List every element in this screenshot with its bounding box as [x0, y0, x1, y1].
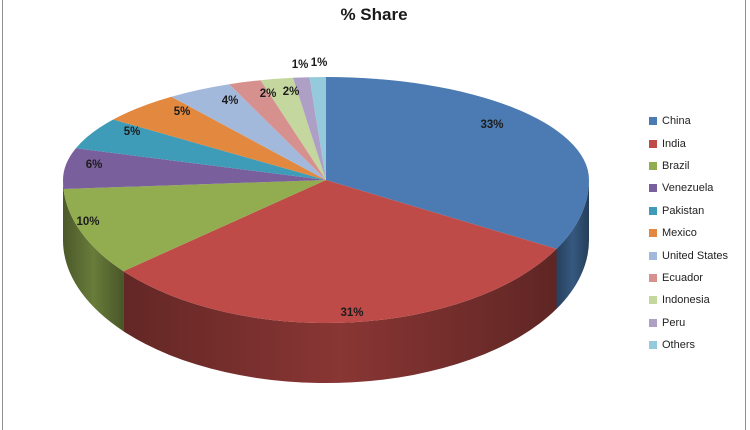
- pie-slice-side-venezuela: [62, 180, 64, 249]
- slice-percent-label-others: 1%: [310, 57, 328, 69]
- pie-slice-side-china: [556, 180, 589, 309]
- legend-swatch-brazil: [649, 161, 657, 170]
- pie-slice-india[interactable]: [123, 180, 557, 324]
- pie-slice-side-india: [123, 248, 557, 384]
- legend-item-united-states[interactable]: United States: [649, 244, 728, 266]
- legend-swatch-peru: [649, 318, 657, 327]
- legend-label: Ecuador: [662, 271, 703, 284]
- pie-slice-peru[interactable]: [293, 77, 326, 180]
- slice-percent-label-indonesia: 2%: [282, 86, 300, 98]
- legend-swatch-mexico: [649, 229, 657, 238]
- legend-item-mexico[interactable]: Mexico: [649, 222, 728, 244]
- legend-label: Venezuela: [662, 182, 714, 195]
- legend-item-peru[interactable]: Peru: [649, 312, 728, 334]
- pie-slice-mexico[interactable]: [113, 96, 326, 180]
- pie-slice-united-states[interactable]: [171, 84, 326, 180]
- legend-item-indonesia[interactable]: Indonesia: [649, 289, 728, 311]
- legend-swatch-others: [649, 341, 657, 350]
- legend-item-india[interactable]: India: [649, 132, 728, 154]
- slice-percent-label-brazil: 10%: [76, 216, 100, 228]
- pie-slice-side-brazil: [63, 189, 124, 332]
- chart-title: % Share: [340, 5, 408, 24]
- legend: China India Brazil Venezuela Pakistan Mexico U…: [649, 110, 728, 356]
- legend-item-pakistan[interactable]: Pakistan: [649, 200, 728, 222]
- legend-label: Mexico: [662, 227, 697, 240]
- legend-label: China: [662, 115, 691, 128]
- pie-slice-venezuela[interactable]: [62, 148, 326, 189]
- legend-swatch-pakistan: [649, 206, 657, 215]
- pie-slice-pakistan[interactable]: [75, 119, 327, 181]
- pie-slice-indonesia[interactable]: [260, 77, 326, 180]
- slice-percent-label-ecuador: 2%: [259, 88, 277, 100]
- chart-border-right: [745, 0, 746, 430]
- pie-slice-china[interactable]: [326, 77, 589, 249]
- pie-slice-ecuador[interactable]: [229, 80, 326, 180]
- legend-label: United States: [662, 249, 729, 262]
- slice-percent-label-venezuela: 6%: [85, 159, 103, 171]
- legend-swatch-indonesia: [649, 296, 657, 305]
- legend-item-others[interactable]: Others: [649, 334, 728, 356]
- legend-item-ecuador[interactable]: Ecuador: [649, 267, 728, 289]
- legend-swatch-india: [649, 139, 657, 148]
- legend-swatch-china: [649, 117, 657, 126]
- chart-border-left: [2, 0, 3, 430]
- legend-label: India: [662, 137, 686, 150]
- legend-label: Pakistan: [662, 204, 705, 217]
- slice-percent-label-pakistan: 5%: [123, 126, 141, 138]
- legend-item-venezuela[interactable]: Venezuela: [649, 177, 728, 199]
- slice-percent-label-peru: 1%: [291, 59, 309, 71]
- slice-percent-label-india: 31%: [340, 307, 364, 319]
- legend-swatch-venezuela: [649, 184, 657, 193]
- slice-percent-label-mexico: 5%: [173, 106, 191, 118]
- legend-label: Peru: [662, 316, 686, 329]
- pie-slice-brazil[interactable]: [63, 180, 327, 272]
- legend-swatch-united-states: [649, 251, 657, 260]
- legend-item-brazil[interactable]: Brazil: [649, 155, 728, 177]
- pie-slice-others[interactable]: [309, 76, 327, 180]
- legend-label: Indonesia: [662, 294, 710, 307]
- slice-percent-label-united-states: 4%: [221, 95, 239, 107]
- legend-swatch-ecuador: [649, 273, 657, 282]
- legend-label: Brazil: [662, 159, 690, 172]
- slice-percent-label-china: 33%: [480, 119, 504, 131]
- legend-label: Others: [662, 339, 696, 352]
- legend-item-china[interactable]: China: [649, 110, 728, 132]
